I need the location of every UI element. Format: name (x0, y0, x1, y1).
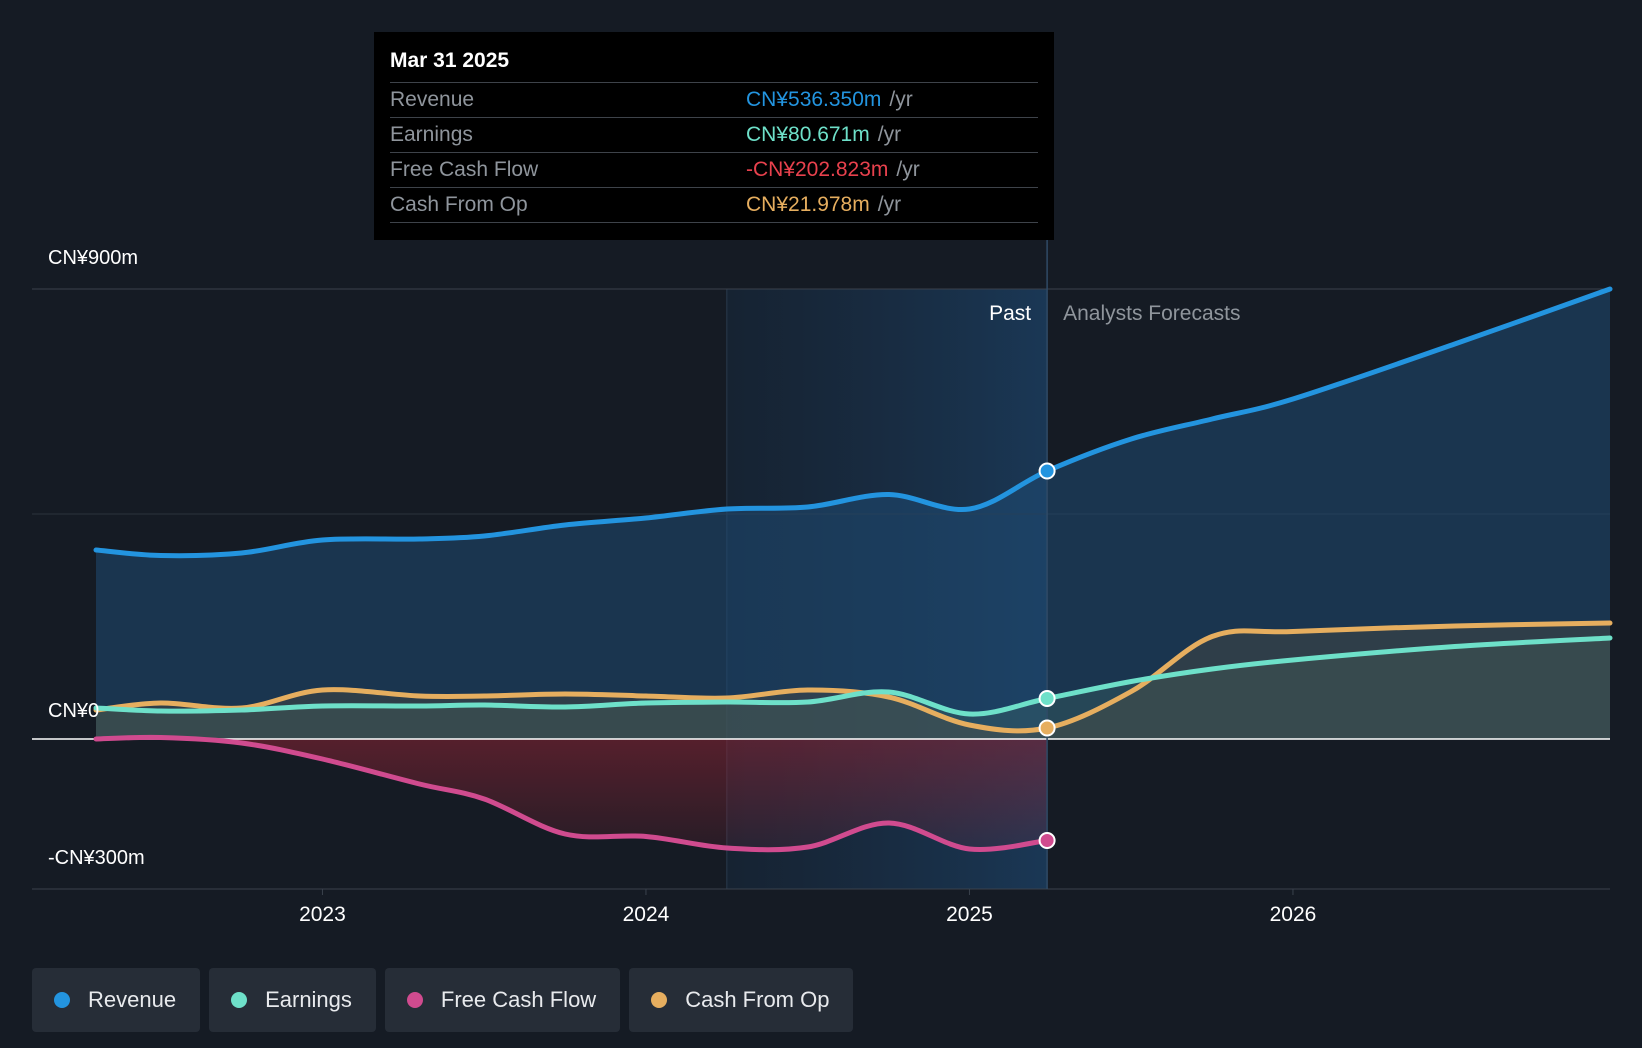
cash-from-op-marker (1038, 719, 1056, 737)
forecast-label: Analysts Forecasts (1063, 302, 1240, 325)
legend-label: Revenue (88, 987, 177, 1012)
legend-item-free-cash-flow[interactable]: Free Cash Flow (384, 968, 621, 1032)
legend-item-earnings[interactable]: Earnings (209, 968, 376, 1032)
tooltip-label: Free Cash Flow (390, 158, 539, 181)
tooltip-label: Cash From Op (390, 193, 528, 216)
x-tick-label: 2026 (1270, 903, 1317, 926)
y-axis-label: CN¥900m (48, 247, 138, 269)
tooltip-date: Mar 31 2025 (390, 49, 510, 72)
tooltip-unit: /yr (877, 193, 902, 216)
y-axis-label: -CN¥300m (48, 847, 145, 869)
legend-dot-icon (651, 992, 668, 1008)
tooltip: Mar 31 2025 Revenue CN¥536.350m /yr Earn… (374, 32, 1054, 240)
tooltip-value: -CN¥202.823m (746, 158, 889, 181)
y-axis-label: CN¥0 (48, 700, 99, 722)
legend-label: Free Cash Flow (440, 987, 597, 1012)
legend-dot-icon (231, 992, 248, 1008)
cash-from-op-line (93, 620, 1613, 734)
legend-item-revenue[interactable]: Revenue (32, 968, 201, 1032)
tooltip-unit: /yr (889, 88, 913, 111)
legend-label: Cash From Op (685, 987, 830, 1012)
tooltip-row-free-cash-flow: Free Cash Flow -CN¥202.823m /yr (390, 152, 1038, 187)
chart-svg: CN¥900m CN¥0 -CN¥300m 2023 2024 2025 2026 Past A… (32, 240, 1613, 926)
fcf-area (96, 739, 1048, 850)
x-tick-label: 2023 (299, 903, 346, 926)
cash-from-op-area (96, 623, 1610, 739)
earnings-marker (1038, 690, 1056, 707)
x-tick-label: 2024 (623, 903, 670, 926)
revenue-line (93, 286, 1613, 559)
revenue-marker (1038, 462, 1056, 480)
tooltip-value: CN¥21.978m (746, 193, 870, 216)
legend-dot-icon (54, 992, 70, 1008)
tooltip-row-earnings: Earnings CN¥80.671m /yr (390, 117, 1038, 152)
tooltip-value: CN¥80.671m (746, 123, 870, 146)
free-cash-flow-line (93, 734, 1050, 853)
legend-label: Earnings (265, 987, 352, 1012)
earnings-area (96, 638, 1610, 739)
earnings-line (93, 635, 1613, 717)
revenue-area (96, 289, 1610, 739)
legend: Revenue Earnings Free Cash Flow Cash Fro… (32, 968, 854, 1032)
x-tick-label: 2025 (946, 903, 993, 926)
free-cash-flow-marker (1038, 832, 1056, 849)
past-label: Past (989, 302, 1031, 325)
tooltip-unit: /yr (877, 123, 902, 146)
legend-item-cash-from-op[interactable]: Cash From Op (629, 968, 854, 1032)
tooltip-label: Revenue (390, 88, 475, 111)
tooltip-value: CN¥536.350m (746, 88, 882, 111)
tooltip-row-revenue: Revenue CN¥536.350m /yr (390, 82, 1038, 117)
tooltip-row-cash-from-op: Cash From Op CN¥21.978m /yr (390, 187, 1038, 223)
legend-dot-icon (406, 992, 423, 1008)
tooltip-unit: /yr (896, 158, 920, 181)
tooltip-label: Earnings (390, 123, 473, 146)
